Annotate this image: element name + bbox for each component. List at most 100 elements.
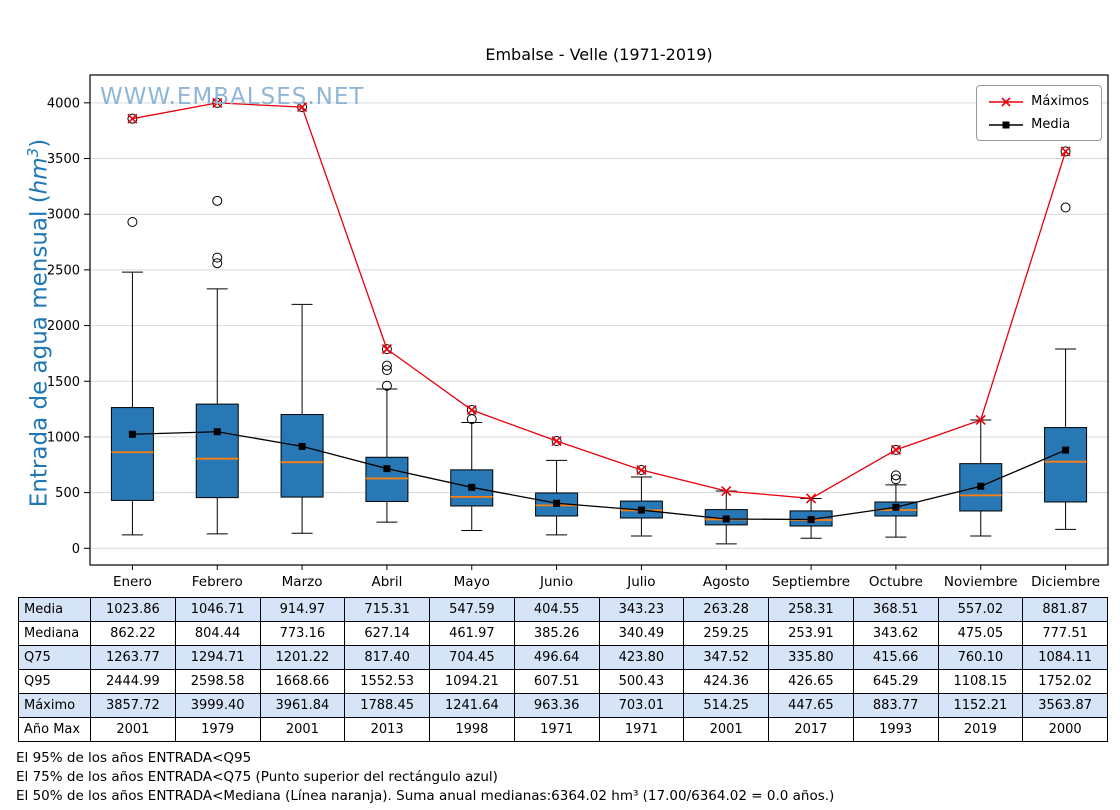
row-header: Q95 bbox=[18, 669, 91, 694]
table-cell: 426.65 bbox=[768, 669, 854, 694]
table-cell: 607.51 bbox=[513, 669, 600, 694]
row-header: Mediana bbox=[18, 621, 91, 646]
table-cell: 1993 bbox=[852, 717, 939, 742]
table-cell: 2444.99 bbox=[90, 669, 176, 694]
svg-text:2500: 2500 bbox=[47, 263, 80, 278]
table-cell: 259.25 bbox=[683, 621, 769, 646]
row-header: Q75 bbox=[18, 645, 91, 670]
svg-text:Mayo: Mayo bbox=[454, 574, 490, 590]
svg-text:2000: 2000 bbox=[47, 319, 80, 334]
table-cell: 1046.71 bbox=[174, 597, 261, 622]
table-cell: 500.43 bbox=[598, 669, 685, 694]
table-cell: 804.44 bbox=[174, 621, 261, 646]
chart-title: Embalse - Velle (1971-2019) bbox=[485, 45, 713, 64]
table-cell: 760.10 bbox=[937, 645, 1024, 670]
table-cell: 475.05 bbox=[937, 621, 1024, 646]
footnote-line: El 95% de los años ENTRADA<Q95 bbox=[16, 750, 252, 766]
y-axis-label-suffix: ) bbox=[26, 138, 53, 148]
footnote-line: El 50% de los años ENTRADA<Mediana (Líne… bbox=[16, 788, 835, 804]
svg-text:3000: 3000 bbox=[47, 208, 80, 223]
stats-table: Media 1023.86 1046.71 914.97 715.31 547.59 404… bbox=[18, 597, 1108, 742]
table-cell: 385.26 bbox=[513, 621, 600, 646]
table-cell: 1241.64 bbox=[429, 693, 515, 718]
table-cell: 335.80 bbox=[768, 645, 854, 670]
table-cell: 1108.15 bbox=[937, 669, 1024, 694]
table-row: Media 1023.86 1046.71 914.97 715.31 547.59 404… bbox=[18, 597, 1108, 622]
table-cell: 2001 bbox=[90, 717, 176, 742]
table-cell: 1094.21 bbox=[429, 669, 515, 694]
table-cell: 715.31 bbox=[344, 597, 430, 622]
table-cell: 2001 bbox=[683, 717, 769, 742]
table-cell: 1263.77 bbox=[90, 645, 176, 670]
table-cell: 496.64 bbox=[513, 645, 600, 670]
table-cell: 914.97 bbox=[259, 597, 346, 622]
table-cell: 1552.53 bbox=[344, 669, 430, 694]
boxplot-chart: 0 500 1000 1500 2000 2500 3000 3500 4000 Enero Feb… bbox=[47, 74, 1109, 590]
table-cell: 2013 bbox=[344, 717, 430, 742]
table-cell: 1084.11 bbox=[1022, 645, 1108, 670]
table-cell: 3961.84 bbox=[259, 693, 346, 718]
svg-text:Marzo: Marzo bbox=[282, 574, 323, 590]
footnotes: El 95% de los años ENTRADA<Q95 El 75% de… bbox=[16, 750, 834, 807]
table-cell: 1971 bbox=[513, 717, 600, 742]
svg-text:Julio: Julio bbox=[626, 574, 655, 590]
table-cell: 423.80 bbox=[598, 645, 685, 670]
table-cell: 461.97 bbox=[429, 621, 515, 646]
table-cell: 1788.45 bbox=[344, 693, 430, 718]
table-cell: 1294.71 bbox=[174, 645, 261, 670]
svg-text:Febrero: Febrero bbox=[192, 574, 243, 590]
legend-item-maximos: Máximos bbox=[989, 94, 1089, 109]
svg-text:Noviembre: Noviembre bbox=[944, 574, 1018, 590]
svg-text:500: 500 bbox=[55, 486, 80, 501]
maximos-marker-icon bbox=[989, 96, 1024, 107]
table-cell: 3563.87 bbox=[1022, 693, 1108, 718]
table-cell: 703.01 bbox=[598, 693, 685, 718]
table-cell: 1752.02 bbox=[1022, 669, 1108, 694]
legend-label: Media bbox=[1031, 117, 1071, 132]
svg-text:Octubre: Octubre bbox=[869, 574, 923, 590]
table-row: Q75 1263.77 1294.71 1201.22 817.40 704.45 496.… bbox=[18, 645, 1108, 670]
y-axis-label-text: Entrada de agua mensual ( bbox=[26, 194, 53, 508]
row-header: Año Max bbox=[18, 717, 91, 742]
svg-text:Abril: Abril bbox=[371, 574, 402, 590]
table-cell: 368.51 bbox=[852, 597, 939, 622]
table-cell: 881.87 bbox=[1022, 597, 1108, 622]
y-axis-unit: hm bbox=[26, 157, 53, 195]
table-cell: 883.77 bbox=[852, 693, 939, 718]
svg-text:1000: 1000 bbox=[47, 430, 80, 445]
svg-text:Junio: Junio bbox=[539, 574, 573, 590]
table-cell: 773.16 bbox=[259, 621, 346, 646]
table-cell: 2017 bbox=[768, 717, 854, 742]
table-cell: 343.23 bbox=[598, 597, 685, 622]
svg-text:Enero: Enero bbox=[113, 574, 152, 590]
row-header: Media bbox=[18, 597, 91, 622]
table-cell: 1998 bbox=[429, 717, 515, 742]
table-cell: 557.02 bbox=[937, 597, 1024, 622]
table-cell: 424.36 bbox=[683, 669, 769, 694]
media-marker-icon bbox=[989, 121, 1024, 128]
table-cell: 3999.40 bbox=[174, 693, 261, 718]
svg-text:1500: 1500 bbox=[47, 375, 80, 390]
table-cell: 862.22 bbox=[90, 621, 176, 646]
table-cell: 1971 bbox=[598, 717, 685, 742]
table-cell: 2001 bbox=[259, 717, 346, 742]
legend-item-media: Media bbox=[989, 117, 1089, 132]
table-cell: 2019 bbox=[937, 717, 1024, 742]
table-cell: 2000 bbox=[1022, 717, 1108, 742]
table-cell: 777.51 bbox=[1022, 621, 1108, 646]
footnote-line: El 75% de los años ENTRADA<Q75 (Punto su… bbox=[16, 769, 498, 785]
svg-text:Diciembre: Diciembre bbox=[1031, 574, 1100, 590]
y-axis-exponent: 3 bbox=[24, 147, 42, 158]
table-cell: 340.49 bbox=[598, 621, 685, 646]
table-cell: 258.31 bbox=[768, 597, 854, 622]
table-cell: 1023.86 bbox=[90, 597, 176, 622]
table-cell: 263.28 bbox=[683, 597, 769, 622]
svg-text:Septiembre: Septiembre bbox=[772, 574, 850, 590]
table-cell: 627.14 bbox=[344, 621, 430, 646]
table-cell: 1201.22 bbox=[259, 645, 346, 670]
legend-label: Máximos bbox=[1031, 94, 1089, 109]
table-cell: 704.45 bbox=[429, 645, 515, 670]
table-cell: 415.66 bbox=[852, 645, 939, 670]
y-axis-label: Entrada de agua mensual (hm3) bbox=[24, 108, 54, 538]
table-row: Mediana 862.22 804.44 773.16 627.14 461.97 385… bbox=[18, 621, 1108, 646]
